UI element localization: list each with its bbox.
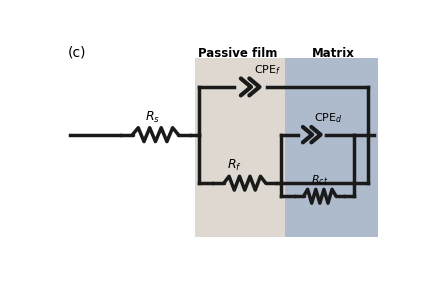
Text: CPE$_d$: CPE$_d$	[314, 112, 342, 125]
Text: $R_{ct}$: $R_{ct}$	[311, 173, 329, 187]
Text: $R_s$: $R_s$	[145, 110, 160, 125]
Text: Passive film: Passive film	[198, 47, 277, 60]
Text: Matrix: Matrix	[312, 47, 354, 60]
Text: $R_f$: $R_f$	[227, 158, 242, 173]
Text: (c): (c)	[68, 45, 87, 59]
Bar	[195, 58, 377, 237]
Text: CPE$_f$: CPE$_f$	[254, 63, 281, 77]
Bar	[285, 58, 377, 237]
